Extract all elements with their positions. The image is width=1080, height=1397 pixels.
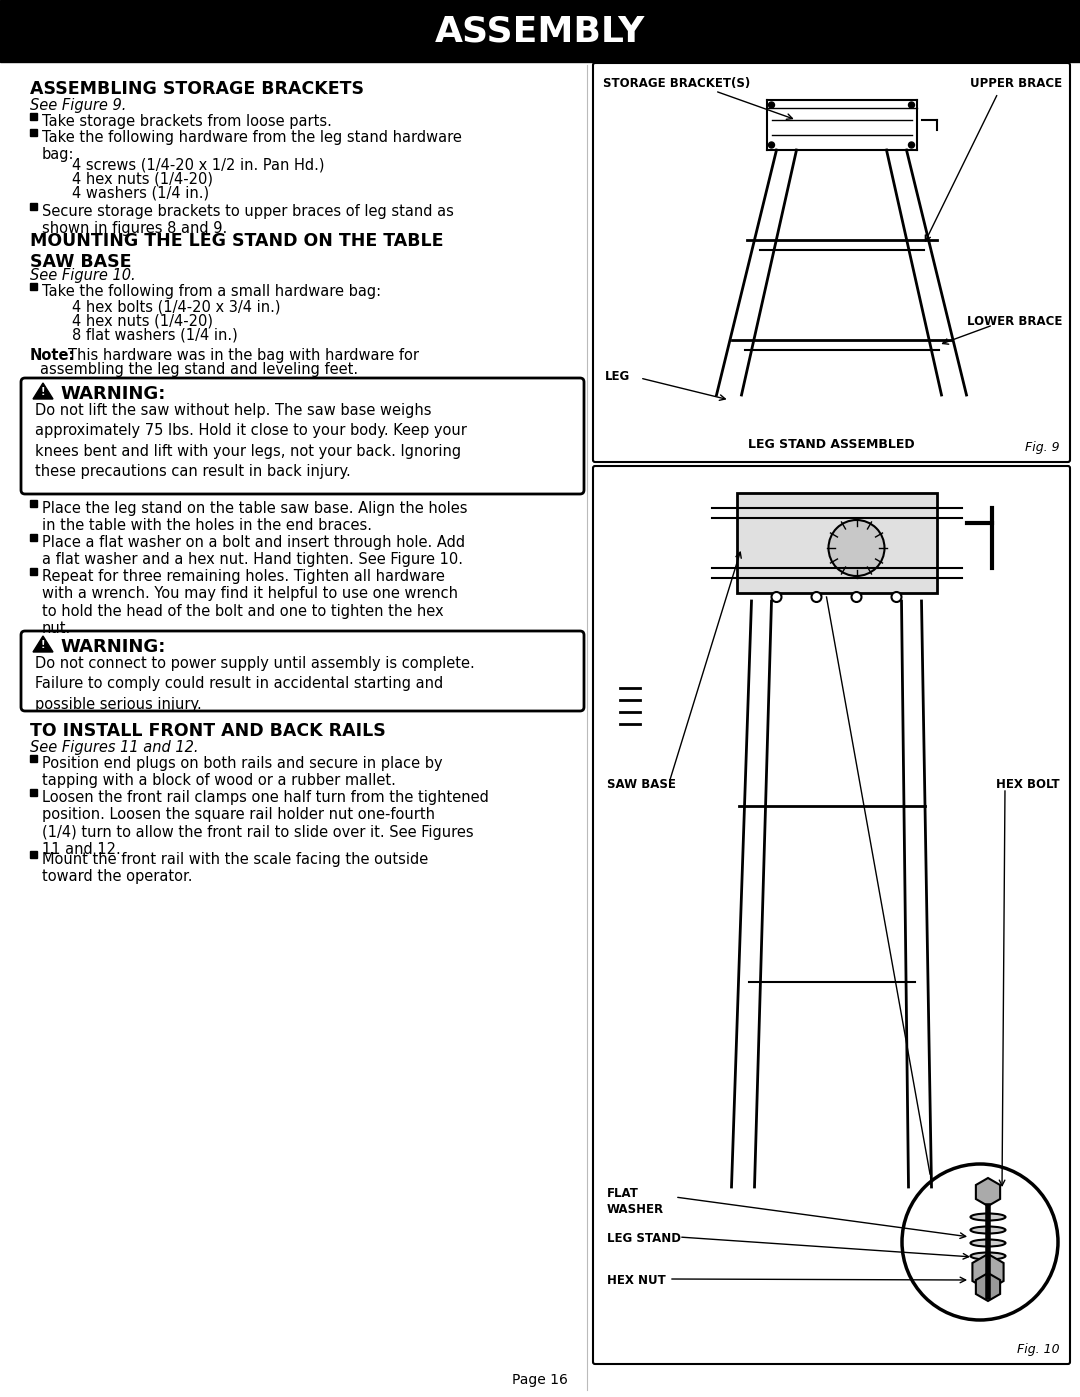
Text: Mount the front rail with the scale facing the outside
toward the operator.: Mount the front rail with the scale faci…	[42, 852, 429, 884]
Text: Loosen the front rail clamps one half turn from the tightened
position. Loosen t: Loosen the front rail clamps one half tu…	[42, 789, 489, 858]
Text: Fig. 10: Fig. 10	[1017, 1343, 1059, 1356]
Text: HEX NUT: HEX NUT	[607, 1274, 665, 1287]
Text: 4 screws (1/4-20 x 1/2 in. Pan Hd.): 4 screws (1/4-20 x 1/2 in. Pan Hd.)	[72, 158, 324, 173]
Bar	[30, 203, 37, 210]
Text: WARNING:: WARNING:	[60, 638, 165, 657]
Text: Note:: Note:	[30, 348, 76, 363]
Bar	[30, 569, 37, 576]
Polygon shape	[976, 1273, 1000, 1301]
Text: Take the following from a small hardware bag:: Take the following from a small hardware…	[42, 284, 381, 299]
Bar	[30, 534, 37, 541]
Text: assembling the leg stand and leveling feet.: assembling the leg stand and leveling fe…	[40, 362, 359, 377]
Ellipse shape	[971, 1253, 1005, 1260]
Ellipse shape	[971, 1227, 1005, 1234]
Text: FLAT
WASHER: FLAT WASHER	[607, 1187, 664, 1215]
Polygon shape	[972, 1255, 1003, 1289]
Circle shape	[769, 142, 774, 148]
Text: 4 hex bolts (1/4-20 x 3/4 in.): 4 hex bolts (1/4-20 x 3/4 in.)	[72, 300, 281, 314]
Text: See Figure 10.: See Figure 10.	[30, 268, 136, 284]
Text: Position end plugs on both rails and secure in place by
tapping with a block of : Position end plugs on both rails and sec…	[42, 756, 443, 788]
Circle shape	[902, 1164, 1058, 1320]
Text: TO INSTALL FRONT AND BACK RAILS: TO INSTALL FRONT AND BACK RAILS	[30, 722, 386, 740]
Text: Secure storage brackets to upper braces of leg stand as
shown in figures 8 and 9: Secure storage brackets to upper braces …	[42, 204, 454, 236]
Ellipse shape	[971, 1214, 1005, 1221]
Bar	[30, 754, 37, 761]
Text: LEG: LEG	[605, 370, 631, 383]
Circle shape	[851, 592, 862, 602]
Text: LOWER BRACE: LOWER BRACE	[967, 314, 1062, 328]
Text: !: !	[41, 640, 45, 650]
Bar	[737, 493, 936, 592]
Bar	[30, 129, 37, 136]
Text: LEG STAND ASSEMBLED: LEG STAND ASSEMBLED	[748, 439, 915, 451]
Ellipse shape	[971, 1239, 1005, 1246]
Text: WARNING:: WARNING:	[60, 386, 165, 402]
Text: Page 16: Page 16	[512, 1373, 568, 1387]
Text: Do not connect to power supply until assembly is complete.
Failure to comply cou: Do not connect to power supply until ass…	[35, 657, 475, 712]
Circle shape	[769, 102, 774, 108]
Polygon shape	[33, 636, 53, 652]
Bar	[30, 500, 37, 507]
Text: Repeat for three remaining holes. Tighten all hardware
with a wrench. You may fi: Repeat for three remaining holes. Tighte…	[42, 569, 458, 636]
FancyBboxPatch shape	[21, 631, 584, 711]
Text: Place the leg stand on the table saw base. Align the holes
in the table with the: Place the leg stand on the table saw bas…	[42, 502, 468, 534]
Bar	[30, 851, 37, 858]
Text: MOUNTING THE LEG STAND ON THE TABLE
SAW BASE: MOUNTING THE LEG STAND ON THE TABLE SAW …	[30, 232, 444, 271]
Polygon shape	[33, 383, 53, 400]
FancyBboxPatch shape	[593, 467, 1070, 1363]
FancyBboxPatch shape	[593, 63, 1070, 462]
Text: 4 washers (1/4 in.): 4 washers (1/4 in.)	[72, 186, 210, 201]
Text: 4 hex nuts (1/4-20): 4 hex nuts (1/4-20)	[72, 172, 213, 187]
Bar	[30, 789, 37, 796]
Circle shape	[908, 142, 915, 148]
Polygon shape	[976, 1178, 1000, 1206]
Bar	[30, 284, 37, 291]
Text: SAW BASE: SAW BASE	[607, 778, 676, 791]
Text: Take the following hardware from the leg stand hardware
bag:: Take the following hardware from the leg…	[42, 130, 462, 162]
Text: 8 flat washers (1/4 in.): 8 flat washers (1/4 in.)	[72, 328, 238, 344]
Text: This hardware was in the bag with hardware for: This hardware was in the bag with hardwa…	[68, 348, 419, 363]
Text: 4 hex nuts (1/4-20): 4 hex nuts (1/4-20)	[72, 314, 213, 330]
Text: HEX BOLT: HEX BOLT	[997, 778, 1059, 791]
Text: See Figure 9.: See Figure 9.	[30, 98, 126, 113]
Circle shape	[811, 592, 822, 602]
Circle shape	[828, 520, 885, 576]
Text: Do not lift the saw without help. The saw base weighs
approximately 75 lbs. Hold: Do not lift the saw without help. The sa…	[35, 402, 467, 479]
Text: Fig. 9: Fig. 9	[1025, 441, 1059, 454]
Text: ASSEMBLY: ASSEMBLY	[435, 14, 645, 47]
Bar	[30, 113, 37, 120]
Text: !: !	[41, 387, 45, 397]
Text: Take storage brackets from loose parts.: Take storage brackets from loose parts.	[42, 115, 332, 129]
FancyBboxPatch shape	[21, 379, 584, 495]
Text: See Figures 11 and 12.: See Figures 11 and 12.	[30, 740, 199, 754]
Text: Place a flat washer on a bolt and insert through hole. Add
a flat washer and a h: Place a flat washer on a bolt and insert…	[42, 535, 465, 567]
Circle shape	[771, 592, 782, 602]
Text: STORAGE BRACKET(S): STORAGE BRACKET(S)	[603, 77, 751, 89]
Circle shape	[891, 592, 902, 602]
Text: UPPER BRACE: UPPER BRACE	[970, 77, 1062, 89]
Text: ASSEMBLING STORAGE BRACKETS: ASSEMBLING STORAGE BRACKETS	[30, 80, 364, 98]
Text: LEG STAND: LEG STAND	[607, 1232, 681, 1245]
Circle shape	[908, 102, 915, 108]
Bar	[0, 0, 1080, 61]
